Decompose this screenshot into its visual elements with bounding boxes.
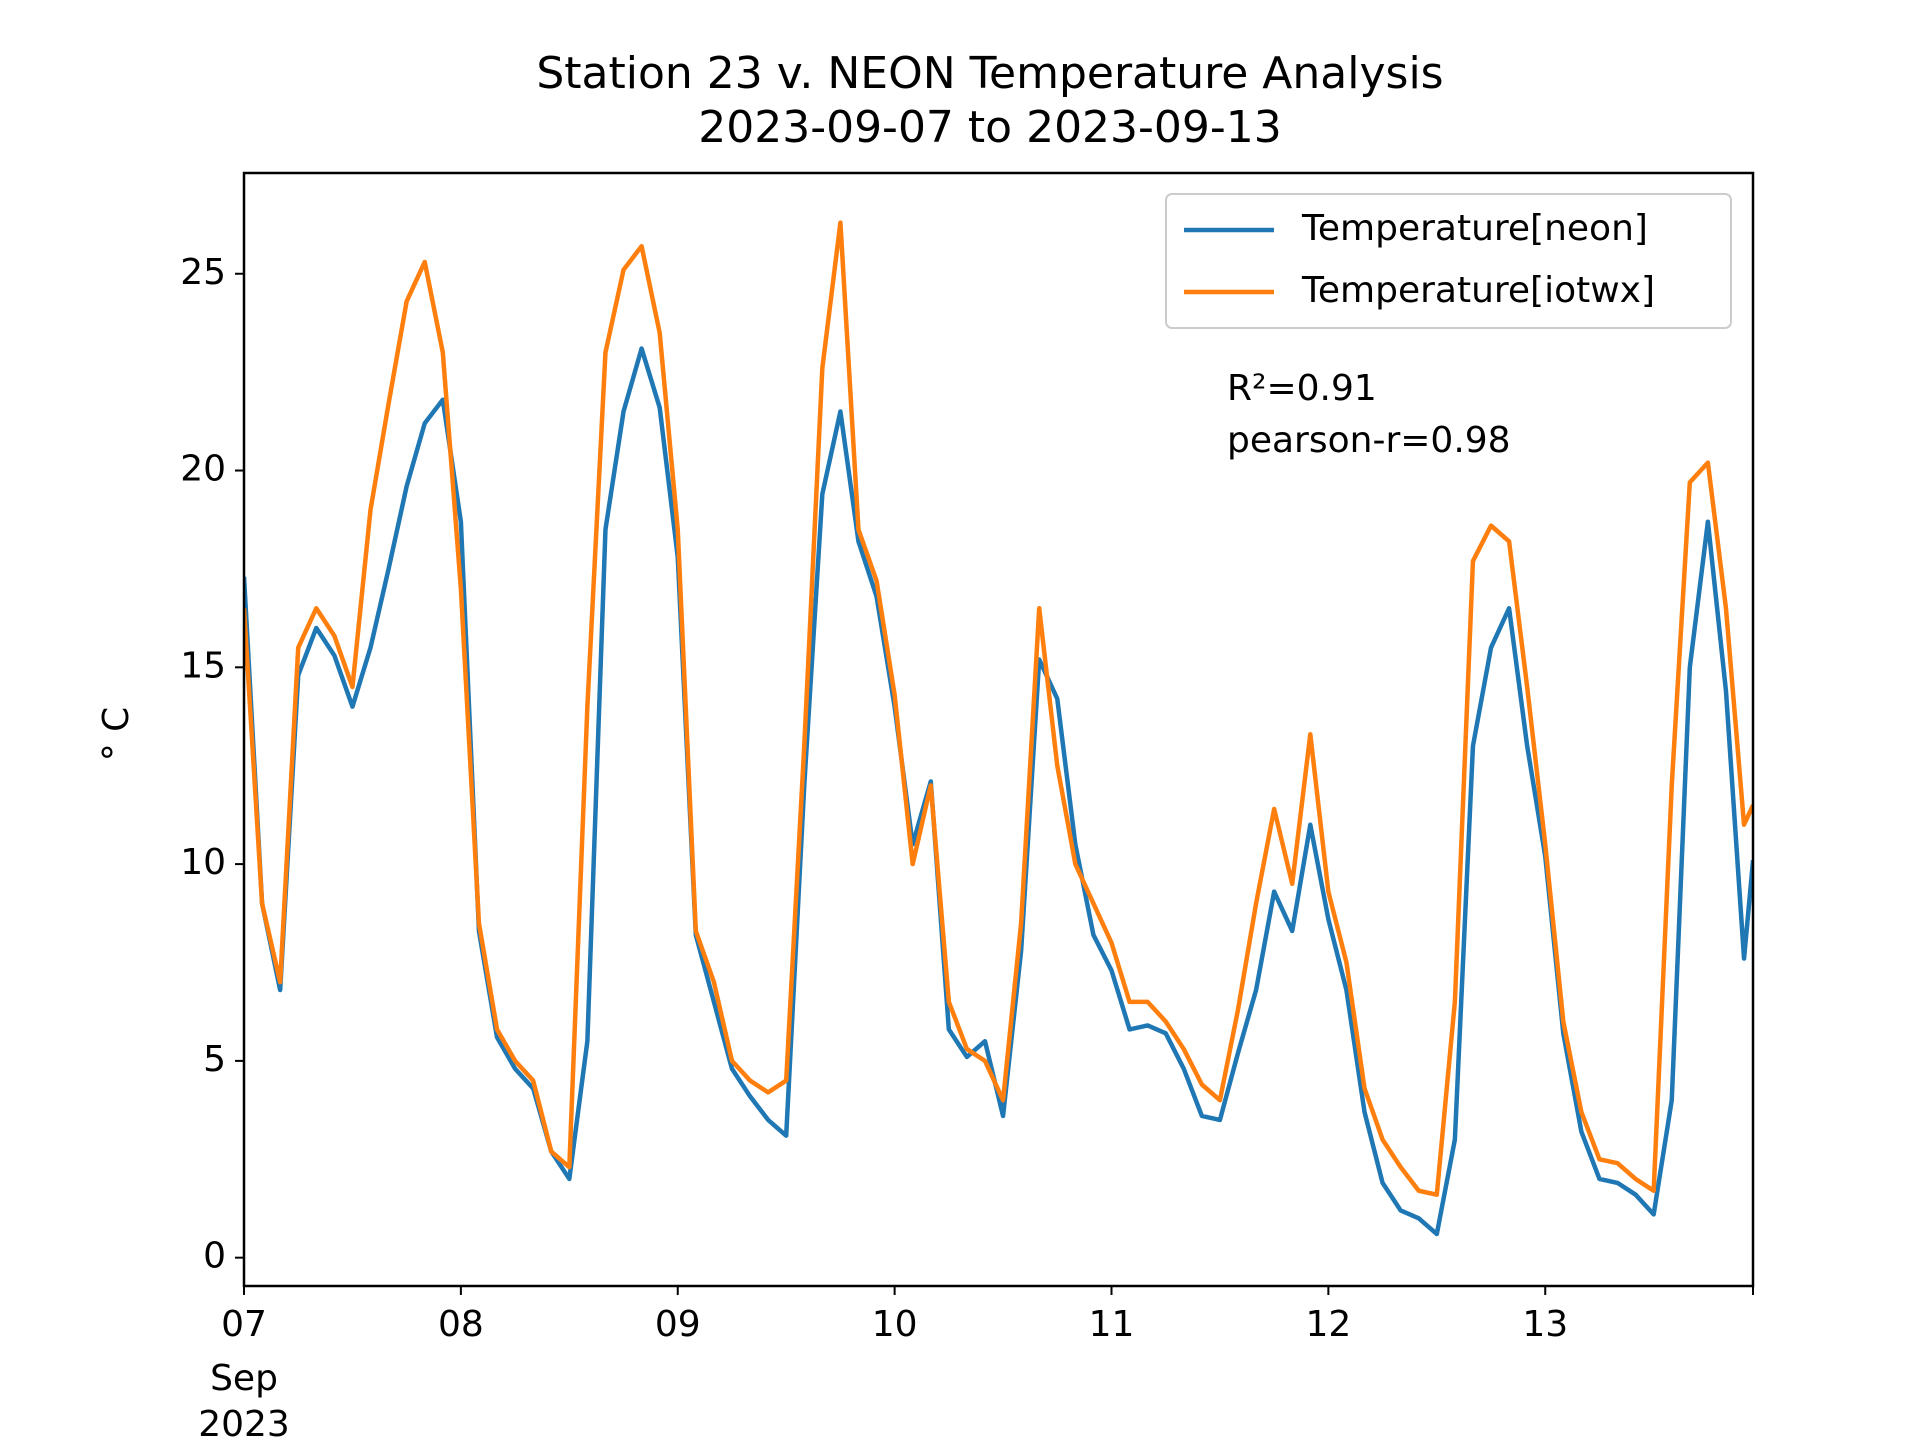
y-tick-label: 10: [180, 842, 226, 883]
y-tick-label: 15: [180, 645, 226, 686]
line-series: [244, 220, 1753, 1197]
x-tick-label: 12: [1305, 1304, 1351, 1345]
x-tick-label: 07: [221, 1304, 267, 1345]
x-tick-label: 11: [1089, 1304, 1135, 1345]
annotation: pearson-r=0.98: [1227, 420, 1511, 461]
y-tick-label: 0: [203, 1236, 226, 1277]
x-tick-label: 09: [655, 1304, 701, 1345]
legend-label: Temperature[iotwx]: [1301, 270, 1655, 311]
x-tick-label: 13: [1522, 1304, 1568, 1345]
y-tick-label: 5: [203, 1039, 226, 1080]
y-tick-label: 20: [180, 449, 226, 490]
annotation: R²=0.91: [1227, 368, 1377, 409]
x-tick-label: 10: [872, 1304, 918, 1345]
line-series: [244, 346, 1753, 1237]
legend-box: [1165, 193, 1732, 329]
x-tick-sublabel: Sep: [210, 1358, 278, 1399]
x-tick-label: 08: [438, 1304, 484, 1345]
legend-label: Temperature[neon]: [1301, 208, 1648, 249]
plot-frame: [242, 171, 1755, 1288]
y-tick-label: 25: [180, 252, 226, 293]
x-tick-sublabel: 2023: [198, 1404, 290, 1440]
chart-subtitle: 2023-09-07 to 2023-09-13: [698, 102, 1282, 153]
chart-title: Station 23 v. NEON Temperature Analysis: [536, 48, 1443, 99]
y-axis-label: ° C: [96, 707, 137, 762]
